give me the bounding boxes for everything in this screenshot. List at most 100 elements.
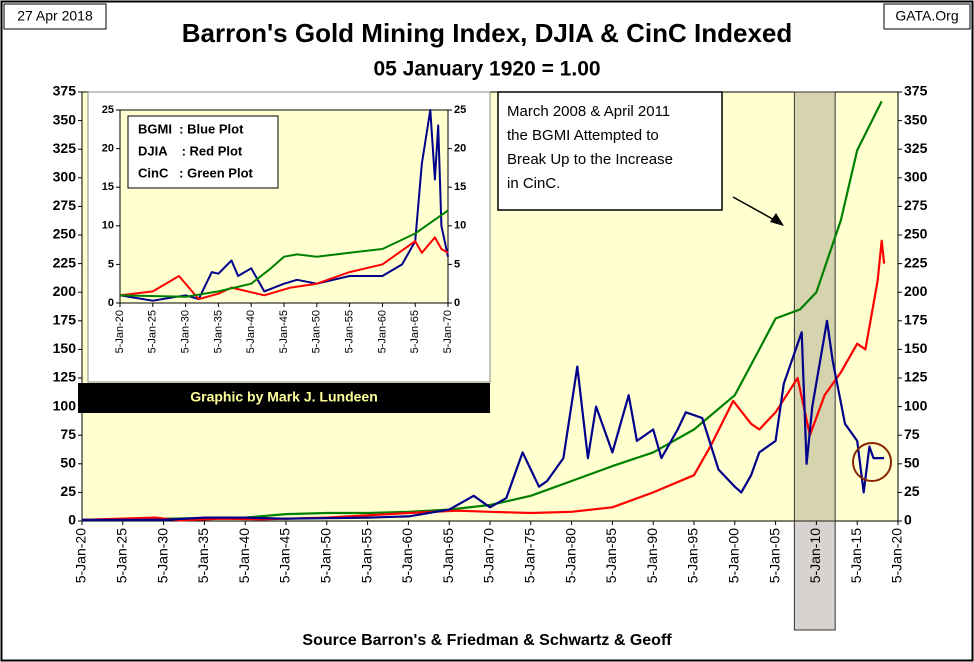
y-tick-label: 100 [53,397,77,413]
site-box [883,3,971,30]
x-tick-label: 5-Jan-30 [180,310,192,353]
x-tick-label: 5-Jan-40 [245,310,257,353]
arrow [732,196,779,223]
y-tick-label: 250 [53,226,77,242]
y2-tick-label: 375 [904,83,928,99]
annotation-line: in CinC. [507,175,560,192]
y2-tick-label: 10 [454,220,466,232]
series-line [82,319,885,521]
y2-tick-label: 25 [904,483,920,499]
x-tick-label: 5-Jan-00 [726,528,742,583]
x-tick-label: 5-Jan-80 [562,528,578,583]
x-tick-label: 5-Jan-60 [399,528,415,583]
annotation-line: March 2008 & April 2011 [507,103,670,120]
y-tick-label: 375 [53,83,77,99]
y2-tick-label: 200 [904,283,928,299]
credit: Graphic by Mark J. Lundeen [190,389,378,405]
highlight-circle [852,442,892,482]
arrow-head [770,213,784,226]
x-tick-label: 5-Jan-95 [685,528,701,583]
y2-tick-label: 275 [904,197,928,213]
x-tick-label: 5-Jan-25 [147,310,159,353]
y2-tick-label: 50 [904,455,920,471]
y2-tick-label: 325 [904,140,928,156]
x-tick-label: 5-Jan-25 [114,528,130,583]
y-tick-label: 5 [108,258,114,270]
x-tick-label: 5-Jan-55 [344,310,356,353]
annotation-line: the BGMI Attempted to [507,127,659,144]
y2-tick-label: 250 [904,226,928,242]
series-line [119,209,449,298]
highlight-band [793,91,836,631]
annotation-line: Break Up to the Increase [507,151,673,168]
chart-title: Barron's Gold Mining Index, DJIA & CinC … [182,18,793,48]
series-line [119,236,449,301]
y-tick-label: 0 [68,512,76,528]
y2-tick-label: 175 [904,312,928,328]
x-tick-label: 5-Jan-45 [278,310,290,353]
x-tick-label: 5-Jan-55 [358,528,374,583]
series-line [119,109,449,302]
y-tick-label: 325 [53,140,77,156]
annotation-box [497,91,723,211]
x-tick-label: 5-Jan-30 [154,528,170,583]
series-line [81,100,883,521]
x-tick-label: 5-Jan-45 [277,528,293,583]
credit-bar [78,383,490,413]
x-tick-label: 5-Jan-15 [848,528,864,583]
y2-tick-label: 300 [904,169,928,185]
x-tick-label: 5-Jan-20 [889,528,905,583]
y2-tick-label: 15 [454,181,466,193]
legend-entry: BGMI : Blue Plot [138,121,244,136]
y-tick-label: 25 [102,104,114,116]
x-tick-label: 5-Jan-70 [442,310,454,353]
x-tick-label: 5-Jan-50 [311,310,323,353]
x-tick-label: 5-Jan-05 [766,528,782,583]
legend-entry: DJIA : Red Plot [138,143,243,158]
y-tick-label: 50 [60,455,76,471]
site: GATA.Org [895,8,958,24]
legend-entry: CinC : Green Plot [138,165,254,180]
y-tick-label: 20 [102,143,114,155]
x-tick-label: 5-Jan-35 [195,528,211,583]
y2-tick-label: 100 [904,397,928,413]
source: Source Barron's & Friedman & Schwartz & … [302,632,672,649]
y-tick-label: 75 [60,426,76,442]
y-tick-label: 25 [60,483,76,499]
y-tick-label: 175 [53,312,77,328]
date-box [3,3,107,30]
x-tick-label: 5-Jan-85 [603,528,619,583]
x-tick-label: 5-Jan-65 [440,528,456,583]
x-tick-label: 5-Jan-50 [318,528,334,583]
y2-tick-label: 5 [454,258,460,270]
y-tick-label: 15 [102,181,114,193]
x-tick-label: 5-Jan-70 [481,528,497,583]
legend-box [127,115,279,189]
x-tick-label: 5-Jan-35 [212,310,224,353]
y-tick-label: 10 [102,220,114,232]
y2-tick-label: 125 [904,369,928,385]
y-tick-label: 300 [53,169,77,185]
y2-tick-label: 225 [904,254,928,270]
y-tick-label: 125 [53,369,77,385]
y-tick-label: 225 [53,254,77,270]
x-tick-label: 5-Jan-10 [807,528,823,583]
y-tick-label: 0 [108,297,114,309]
y-tick-label: 200 [53,283,77,299]
y2-tick-label: 0 [454,297,460,309]
y-tick-label: 275 [53,197,77,213]
x-tick-label: 5-Jan-60 [376,310,388,353]
y2-tick-label: 0 [904,512,912,528]
x-tick-label: 5-Jan-20 [73,528,89,583]
inset-chart: 0 5 10 15 20 25 0 5 10 15 20 25 5-Jan-20 5-Jan-25 5-Ja… [102,104,467,354]
x-tick-label: 5-Jan-40 [236,528,252,583]
y2-tick-label: 25 [454,104,466,116]
annotation: March 2008 & April 2011 the BGMI Attempte… [507,103,673,192]
x-tick-label: 5-Jan-75 [522,528,538,583]
y2-tick-label: 75 [904,426,920,442]
x-tick-label: 5-Jan-65 [409,310,421,353]
chart-subtitle: 05 January 1920 = 1.00 [373,58,600,81]
y2-tick-label: 20 [454,143,466,155]
y2-tick-label: 150 [904,340,928,356]
